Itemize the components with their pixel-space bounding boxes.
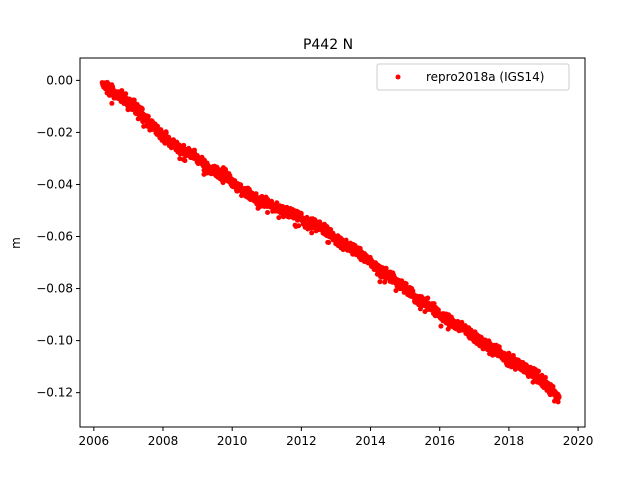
x-tick-label: 2012 [286,434,317,448]
y-tick-label: −0.08 [36,282,73,296]
x-tick-label: 2014 [355,434,386,448]
chart-title: P442 N [303,37,353,53]
data-point [542,374,548,380]
y-tick-label: 0.00 [46,73,73,87]
data-point [377,279,383,285]
legend: repro2018a (IGS14) [376,63,570,91]
data-point [410,288,416,294]
data-point [145,113,151,119]
data-point [253,191,259,197]
data-point [265,209,271,215]
y-tick-label: −0.02 [36,125,73,139]
data-point [123,91,129,97]
y-tick-label: −0.12 [36,386,73,400]
x-tick-label: 2010 [217,434,248,448]
data-point [550,384,556,390]
data-point [276,215,282,221]
data-point [309,230,315,236]
data-point [393,288,399,294]
y-tick-label: −0.04 [36,177,73,191]
data-point [383,265,389,271]
data-point [296,223,302,229]
plot-frame [79,57,586,428]
data-point [445,326,451,332]
data-point [536,368,541,374]
data-point [182,158,188,164]
data-points [99,79,562,405]
data-point [163,130,169,136]
y-tick-label: −0.06 [36,230,73,244]
x-tick-label: 2006 [79,434,110,448]
data-point [555,399,561,405]
x-tick-label: 2016 [424,434,455,448]
legend-label: repro2018a (IGS14) [426,70,544,84]
x-tick-label: 2008 [148,434,179,448]
y-axis-label: m [9,237,23,249]
legend-marker [395,74,401,80]
data-point [556,394,562,400]
data-point [139,106,145,112]
x-tick-label: 2020 [563,434,594,448]
data-point [177,156,183,162]
data-point [425,295,431,301]
x-tick-label: 2018 [494,434,525,448]
data-point [326,239,332,245]
y-tick-label: −0.10 [36,334,73,348]
axes: 2006 2008 2010 2012 2014 2016 2018 2020 0.00 −0.0… [36,57,594,448]
data-point [328,226,334,232]
data-point [181,142,187,148]
data-point [438,323,444,329]
data-point [109,100,115,106]
legend-box [376,63,570,91]
